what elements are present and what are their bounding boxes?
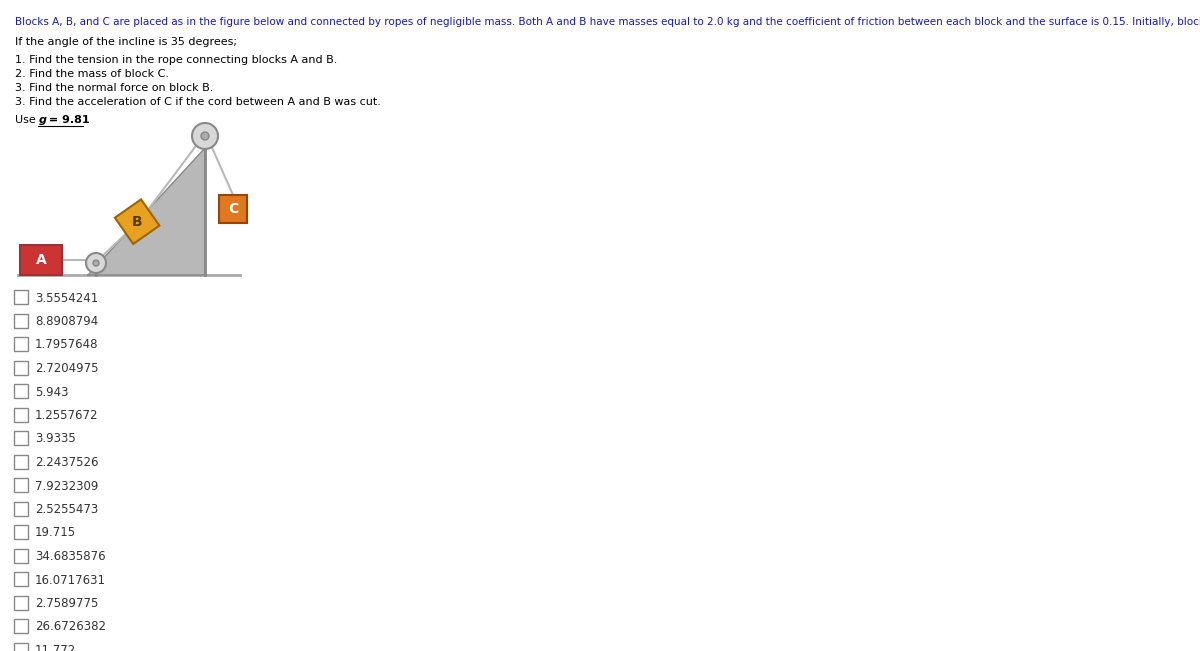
Text: 16.0717631: 16.0717631 [35,574,106,587]
Text: 8.8908794: 8.8908794 [35,315,98,328]
Text: 1. Find the tension in the rope connecting blocks A and B.: 1. Find the tension in the rope connecti… [14,55,337,65]
Text: 3. Find the acceleration of C if the cord between A and B was cut.: 3. Find the acceleration of C if the cor… [14,97,380,107]
Text: 34.6835876: 34.6835876 [35,550,106,563]
Circle shape [94,260,98,266]
FancyBboxPatch shape [14,314,28,327]
Text: B: B [132,215,143,229]
Text: A: A [36,253,47,267]
FancyBboxPatch shape [14,431,28,445]
Circle shape [86,253,106,273]
Text: Use: Use [14,115,40,125]
Text: 2.5255473: 2.5255473 [35,503,98,516]
Text: = 9.81: = 9.81 [46,115,90,125]
Text: g: g [38,115,47,125]
FancyBboxPatch shape [14,290,28,304]
Text: 2.7589775: 2.7589775 [35,597,98,610]
FancyBboxPatch shape [14,361,28,374]
Text: 11.772: 11.772 [35,644,77,651]
Text: 3.5554241: 3.5554241 [35,292,98,305]
Circle shape [202,132,209,140]
Text: 1.7957648: 1.7957648 [35,339,98,352]
Bar [220,195,247,223]
Circle shape [192,123,218,149]
Text: 2. Find the mass of block C.: 2. Find the mass of block C. [14,69,169,79]
Text: 3. Find the normal force on block B.: 3. Find the normal force on block B. [14,83,214,93]
FancyBboxPatch shape [14,408,28,421]
Text: C: C [228,202,238,216]
FancyBboxPatch shape [14,619,28,633]
Text: 5.943: 5.943 [35,385,68,398]
FancyBboxPatch shape [14,501,28,516]
FancyBboxPatch shape [14,525,28,539]
Text: 3.9335: 3.9335 [35,432,76,445]
Text: 19.715: 19.715 [35,527,76,540]
Text: 1.2557672: 1.2557672 [35,409,98,422]
FancyBboxPatch shape [14,596,28,609]
FancyBboxPatch shape [14,549,28,562]
FancyBboxPatch shape [14,384,28,398]
FancyBboxPatch shape [14,643,28,651]
Text: If the angle of the incline is 35 degrees;: If the angle of the incline is 35 degree… [14,37,238,47]
FancyBboxPatch shape [14,454,28,469]
Polygon shape [88,148,205,275]
Bar [115,199,160,244]
Text: 26.6726382: 26.6726382 [35,620,106,633]
Text: 2.2437526: 2.2437526 [35,456,98,469]
FancyBboxPatch shape [14,572,28,586]
Text: Blocks A, B, and C are placed as in the figure below and connected by ropes of n: Blocks A, B, and C are placed as in the … [14,17,1200,27]
Text: 7.9232309: 7.9232309 [35,480,98,493]
FancyBboxPatch shape [14,337,28,351]
Bar [20,245,62,275]
Text: 2.7204975: 2.7204975 [35,362,98,375]
FancyBboxPatch shape [14,478,28,492]
